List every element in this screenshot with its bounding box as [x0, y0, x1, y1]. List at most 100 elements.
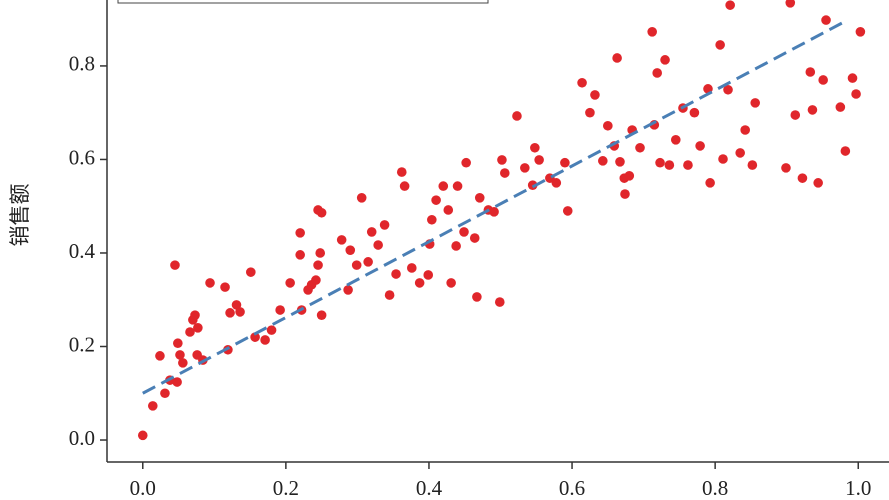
point	[399, 181, 410, 191]
x-tick-label: 0.8	[702, 476, 728, 500]
point	[785, 0, 796, 8]
x-tick-label: 0.2	[273, 476, 299, 500]
point	[624, 171, 635, 181]
point	[363, 257, 373, 267]
point	[494, 297, 505, 307]
point	[695, 141, 705, 151]
point	[469, 233, 480, 243]
point	[670, 135, 681, 145]
point	[315, 248, 326, 258]
point	[660, 55, 670, 65]
point	[220, 282, 230, 292]
point	[655, 157, 665, 168]
point	[805, 67, 816, 77]
point	[474, 192, 485, 203]
plot-area	[137, 0, 866, 441]
point	[499, 168, 510, 178]
point	[835, 102, 846, 112]
point	[735, 148, 745, 158]
point	[718, 154, 728, 164]
point	[818, 75, 828, 85]
point	[585, 107, 595, 118]
point	[725, 0, 735, 10]
point	[781, 163, 791, 173]
point	[172, 377, 182, 387]
point	[740, 125, 750, 135]
point	[446, 278, 456, 288]
point	[193, 322, 203, 333]
point	[260, 335, 270, 345]
point	[797, 173, 808, 183]
point	[577, 77, 587, 88]
point	[438, 181, 449, 191]
point	[266, 325, 277, 335]
point	[615, 156, 625, 167]
x-tick-label: 0.6	[559, 476, 585, 500]
trend-line	[142, 18, 849, 395]
point	[316, 310, 327, 320]
point	[250, 332, 260, 342]
point	[295, 228, 305, 238]
point	[598, 156, 608, 166]
point	[205, 278, 215, 288]
point	[423, 270, 434, 280]
point	[683, 160, 693, 170]
point	[175, 350, 185, 360]
point	[137, 430, 148, 441]
point	[620, 189, 630, 199]
point	[851, 89, 861, 99]
point	[664, 160, 675, 170]
point	[356, 192, 367, 203]
point	[285, 278, 295, 288]
point	[190, 310, 200, 320]
point	[366, 227, 377, 237]
point	[551, 178, 562, 188]
point	[530, 142, 540, 153]
point	[396, 167, 407, 177]
point	[414, 278, 425, 288]
y-tick-label: 0.6	[69, 145, 95, 169]
y-tick-label: 0.2	[69, 332, 95, 356]
point	[275, 305, 285, 315]
point	[689, 107, 700, 118]
point	[451, 241, 461, 251]
point	[443, 205, 454, 215]
point	[790, 110, 801, 120]
point	[173, 338, 183, 349]
point	[225, 308, 235, 318]
point	[246, 267, 256, 277]
point	[160, 388, 170, 399]
point	[635, 142, 645, 153]
point	[155, 351, 165, 361]
point	[459, 227, 469, 237]
point	[489, 207, 499, 217]
point	[847, 73, 858, 83]
point	[747, 160, 758, 170]
point	[379, 220, 390, 230]
point	[295, 250, 305, 260]
point	[316, 207, 327, 218]
point	[807, 105, 818, 115]
point	[705, 178, 715, 188]
y-tick-label: 0.8	[69, 52, 95, 76]
point	[534, 155, 544, 165]
point	[336, 235, 347, 245]
point	[452, 181, 463, 191]
x-tick-label: 0.4	[416, 476, 443, 500]
point	[178, 358, 188, 368]
point	[497, 155, 507, 165]
legend-box	[117, 0, 489, 4]
x-tick-label: 0.0	[130, 476, 156, 500]
point	[813, 178, 823, 188]
point	[723, 84, 733, 95]
y-tick-label: 0.0	[69, 426, 95, 450]
point	[472, 292, 482, 302]
point	[562, 206, 573, 216]
point	[461, 157, 471, 168]
point	[391, 269, 401, 279]
point	[147, 401, 158, 411]
point	[512, 111, 522, 121]
point	[590, 90, 600, 100]
point	[311, 275, 321, 285]
